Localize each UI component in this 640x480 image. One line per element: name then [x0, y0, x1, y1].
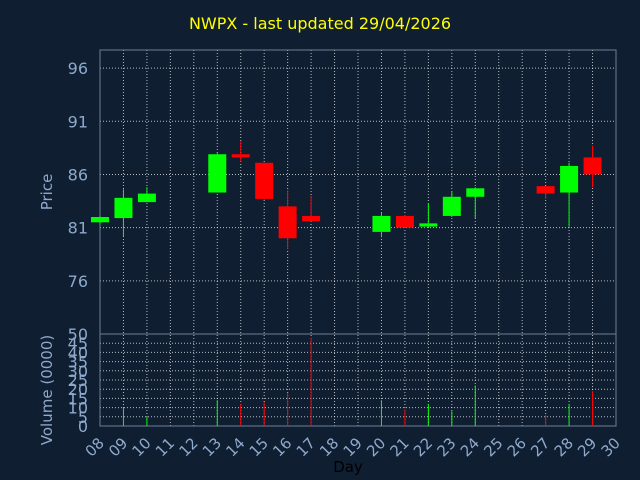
candle-body: [466, 188, 485, 197]
x-tick-label: 09: [105, 434, 131, 460]
volume-tick-label: 20: [68, 380, 88, 399]
price-tick-label: 81: [68, 219, 88, 238]
volume-frame: [99, 333, 617, 427]
candle-body: [442, 196, 461, 216]
volume-tick-label: 35: [68, 353, 88, 372]
volume-tick-label: 5: [78, 408, 88, 427]
candle-body: [560, 165, 579, 193]
price-axis-label: Price: [38, 174, 56, 211]
volume-axis-label: Volume (0000): [38, 335, 56, 445]
candle-body: [137, 193, 156, 203]
x-tick-label: 20: [363, 434, 389, 460]
x-tick-label: 11: [152, 434, 178, 460]
x-tick-label: 13: [199, 434, 225, 460]
candle-body: [208, 154, 227, 193]
candle-body: [278, 206, 297, 239]
x-tick-label: 16: [269, 434, 295, 460]
x-tick-label: 19: [340, 434, 366, 460]
price-tick-label: 91: [68, 112, 88, 131]
x-tick-label: 08: [82, 434, 108, 460]
x-tick-label: 29: [574, 434, 600, 460]
candle-body: [372, 215, 391, 232]
x-tick-label: 30: [598, 434, 624, 460]
chart-title: NWPX - last updated 29/04/2026: [188, 14, 452, 33]
candle-body: [536, 186, 555, 194]
x-tick-label: 18: [316, 434, 342, 460]
price-tick-label: 76: [68, 272, 88, 291]
volume-tick-label: 30: [68, 362, 88, 381]
x-axis-label: Day: [333, 458, 363, 476]
candle-body: [302, 215, 321, 222]
x-tick-label: 17: [293, 434, 319, 460]
x-tick-label: 12: [175, 434, 201, 460]
candle-body: [395, 215, 414, 228]
volume-tick-label: 45: [68, 334, 88, 353]
volume-tick-label: 50: [68, 325, 88, 344]
volume-tick-label: 25: [68, 371, 88, 390]
volume-tick-label: 10: [68, 399, 88, 418]
x-tick-label: 24: [457, 434, 483, 460]
x-tick-label: 15: [246, 434, 272, 460]
x-tick-label: 10: [129, 434, 155, 460]
volume-tick-label: 15: [68, 389, 88, 408]
x-tick-label: 14: [222, 434, 248, 460]
candle-body: [255, 162, 274, 199]
x-tick-label: 21: [387, 434, 413, 460]
x-tick-label: 26: [504, 434, 530, 460]
candle-body: [231, 154, 250, 158]
x-tick-label: 23: [433, 434, 459, 460]
volume-tick-label: 0: [78, 417, 88, 436]
price-tick-label: 96: [68, 59, 88, 78]
candle-body: [583, 157, 602, 175]
candle-body: [114, 197, 133, 219]
x-tick-label: 22: [410, 434, 436, 460]
price-tick-label: 86: [68, 165, 88, 184]
volume-tick-label: 40: [68, 343, 88, 362]
x-tick-label: 27: [527, 434, 553, 460]
x-tick-label: 25: [480, 434, 506, 460]
candle-body: [91, 216, 109, 223]
candle-body: [419, 223, 438, 227]
x-tick-label: 28: [551, 434, 577, 460]
